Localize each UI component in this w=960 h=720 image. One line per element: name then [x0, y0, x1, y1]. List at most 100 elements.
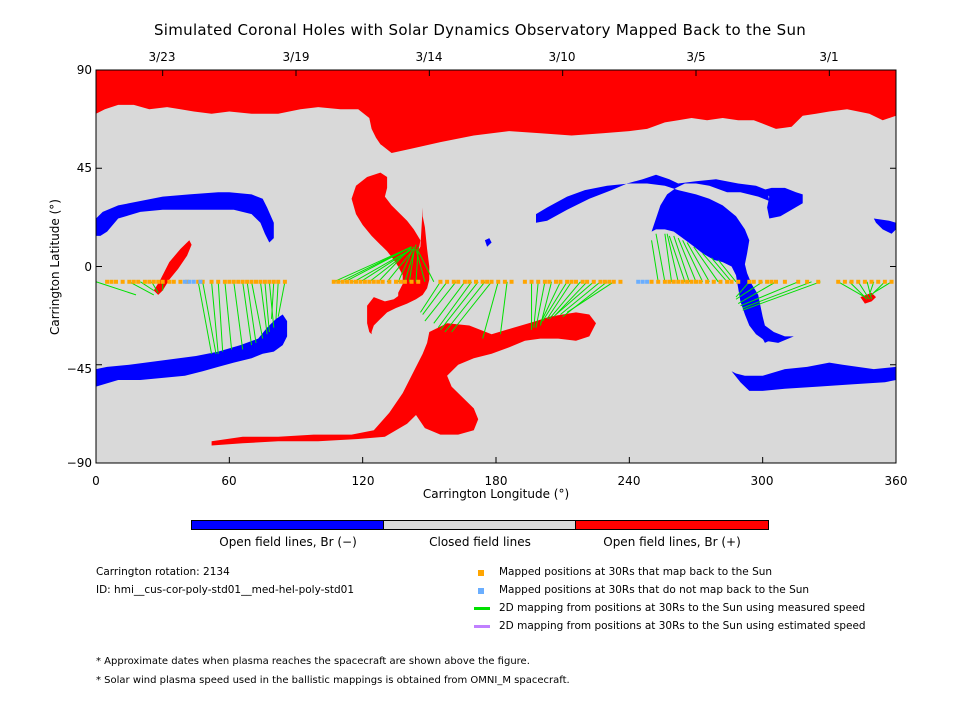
mapping-line — [548, 281, 581, 320]
mapped-position-marker — [120, 279, 125, 284]
unmapped-position-marker — [182, 279, 187, 284]
coronal-hole-negative — [484, 238, 492, 247]
mapping-line — [740, 281, 799, 307]
mapped-position-marker — [136, 279, 141, 284]
mapped-position-marker — [456, 279, 461, 284]
mapped-position-marker — [889, 279, 894, 284]
mapped-position-marker — [656, 279, 661, 284]
mapping-line — [553, 281, 588, 318]
mapped-position-marker — [611, 279, 616, 284]
mapping-line — [386, 248, 415, 283]
mapping-line — [711, 257, 732, 283]
mapped-position-marker — [462, 279, 467, 284]
mapped-position-marker — [774, 279, 778, 284]
mapped-position-marker — [171, 279, 176, 284]
mapping-line — [651, 240, 659, 282]
mapping-line — [397, 246, 415, 282]
mapped-position-marker — [394, 279, 398, 284]
mapped-position-marker — [554, 279, 558, 284]
mapped-position-marker — [474, 279, 478, 284]
colorbar-negative — [191, 520, 385, 530]
mapped-position-marker — [409, 279, 414, 284]
x-tick-label: 300 — [750, 474, 774, 488]
legend-line-green — [474, 607, 490, 610]
mapped-position-marker — [862, 279, 867, 284]
carrington-rotation: Carrington rotation: 2134 — [96, 566, 230, 578]
mapped-position-marker — [769, 279, 774, 284]
mapping-line — [668, 235, 686, 282]
mapped-position-marker — [345, 279, 350, 284]
legend-label: Mapped positions at 30Rs that do not map… — [499, 584, 810, 596]
mapped-position-marker — [751, 279, 756, 284]
mapping-line — [422, 281, 448, 315]
x-tick-label: 0 — [92, 474, 100, 488]
mapped-position-marker — [354, 279, 358, 284]
mapping-line — [242, 281, 253, 346]
mapping-line — [542, 281, 568, 322]
mapping-line — [873, 281, 892, 294]
closed-field-background — [96, 70, 896, 463]
unmapped-position-marker — [187, 279, 192, 284]
mapping-line — [837, 281, 866, 298]
mapping-line — [742, 281, 812, 309]
mapped-position-marker — [167, 279, 172, 284]
colorbar-positive — [575, 520, 769, 530]
mapping-line — [735, 281, 750, 298]
mapping-line — [546, 281, 572, 320]
mapping-line — [275, 281, 279, 319]
coronal-hole-negative — [731, 362, 896, 391]
mapped-position-marker — [200, 279, 205, 284]
mapping-line — [344, 246, 412, 283]
footnote: * Approximate dates when plasma reaches … — [96, 656, 530, 667]
legend-line-purple — [474, 625, 490, 628]
mapping-line — [360, 248, 412, 283]
mapping-line — [408, 253, 415, 282]
mapped-position-marker — [156, 279, 161, 284]
mapping-line — [377, 246, 412, 283]
mapped-position-marker — [105, 279, 110, 284]
colorbar-label-closed: Closed field lines — [429, 535, 531, 549]
mapping-line — [251, 281, 264, 339]
mapped-position-marker — [376, 279, 381, 284]
mapped-position-marker — [387, 279, 392, 284]
mapped-position-marker — [509, 279, 514, 284]
mapped-position-marker — [698, 279, 703, 284]
mapped-position-marker — [565, 279, 570, 284]
mapping-line — [857, 281, 870, 300]
mapping-line — [677, 237, 697, 282]
colorbar-label-negative: Open field lines, Br (−) — [219, 535, 357, 549]
mapped-position-marker — [216, 279, 221, 284]
coronal-hole-positive — [211, 312, 596, 446]
x-tick-label: 60 — [221, 474, 237, 488]
mapping-line — [129, 281, 155, 296]
mapped-position-marker — [340, 279, 345, 284]
y-axis-label: Carrington Latitude (°) — [48, 199, 62, 335]
mapping-line — [682, 240, 704, 283]
mapped-position-marker — [580, 279, 585, 284]
mapping-line — [742, 281, 821, 311]
mapped-position-marker — [725, 279, 730, 284]
mapping-line — [433, 281, 466, 324]
mapped-position-marker — [438, 279, 443, 284]
mapping-line — [197, 281, 213, 354]
mapped-position-marker — [416, 279, 421, 284]
legend-square-orange — [478, 570, 484, 576]
mapping-line — [246, 281, 257, 343]
mapped-position-marker — [349, 279, 354, 284]
mapped-position-marker — [245, 279, 250, 284]
mapped-position-marker — [529, 279, 534, 284]
top-date-tick: 3/10 — [548, 50, 576, 64]
mapped-position-marker — [367, 279, 372, 284]
mapped-position-marker — [747, 279, 752, 284]
mapped-position-marker — [705, 279, 710, 284]
mapped-position-marker — [109, 279, 114, 284]
footnote: * Solar wind plasma speed used in the ba… — [96, 675, 570, 686]
mapping-line — [566, 281, 615, 313]
y-tick-label: 90 — [76, 63, 92, 77]
coronal-hole-positive — [351, 172, 421, 302]
mapping-line — [217, 281, 224, 352]
mapping-line — [664, 233, 673, 282]
mapping-line — [686, 242, 710, 283]
mapping-line — [482, 281, 499, 339]
